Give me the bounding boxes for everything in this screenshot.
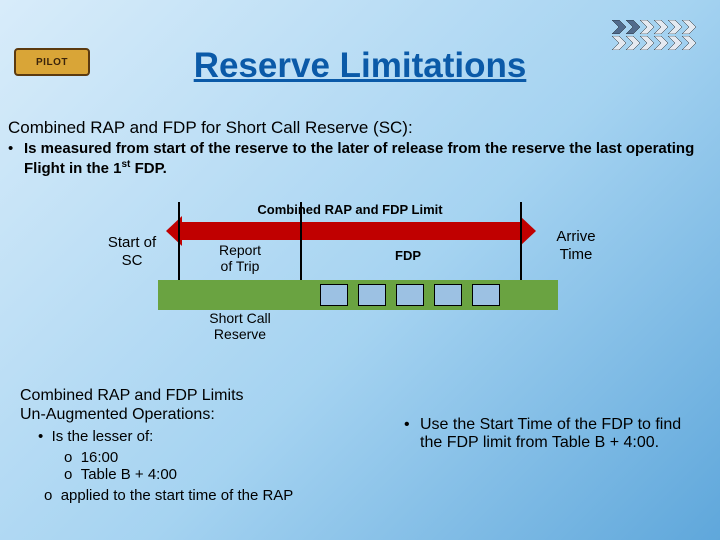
fdp-box <box>320 284 348 306</box>
ll-item-1b: o Table B + 4:00 <box>64 466 380 483</box>
lower-left-block: Combined RAP and FDP Limits Un-Augmented… <box>20 386 380 504</box>
arrive-label: Arrive Time <box>536 228 616 264</box>
fdp-label: FDP <box>378 248 438 263</box>
combined-limit-label: Combined RAP and FDP Limit <box>180 202 520 217</box>
fdp-box <box>434 284 462 306</box>
fdp-box <box>396 284 424 306</box>
arrow-right-icon <box>520 216 536 251</box>
ll-item-2: o applied to the start time of the RAP <box>44 487 380 504</box>
intro-bullet-tail: FDP. <box>130 160 166 177</box>
lower-right-text: Use the Start Time of the FDP to find th… <box>420 416 690 452</box>
lower-left-heading-2: Un-Augmented Operations: <box>20 405 380 424</box>
subtitle: Combined RAP and FDP for Short Call Rese… <box>8 118 413 138</box>
slide-title: Reserve Limitations <box>0 46 720 86</box>
timeline-diagram: Combined RAP and FDP Limit Start of SC R… <box>96 198 576 338</box>
ll-item-1a: o 16:00 <box>64 449 380 466</box>
lower-left-heading-1: Combined RAP and FDP Limits <box>20 386 380 405</box>
ll-item-1: • Is the lesser of: <box>38 428 380 445</box>
short-call-label: Short Call Reserve <box>180 310 300 342</box>
fdp-box <box>358 284 386 306</box>
fdp-boxes <box>320 284 500 306</box>
combined-limit-bar <box>180 222 520 240</box>
report-label: Report of Trip <box>180 242 300 280</box>
fdp-box <box>472 284 500 306</box>
lower-right-block: •Use the Start Time of the FDP to find t… <box>404 416 694 452</box>
intro-bullet: •Is measured from start of the reserve t… <box>8 140 708 179</box>
start-sc-label: Start of SC <box>92 234 172 270</box>
